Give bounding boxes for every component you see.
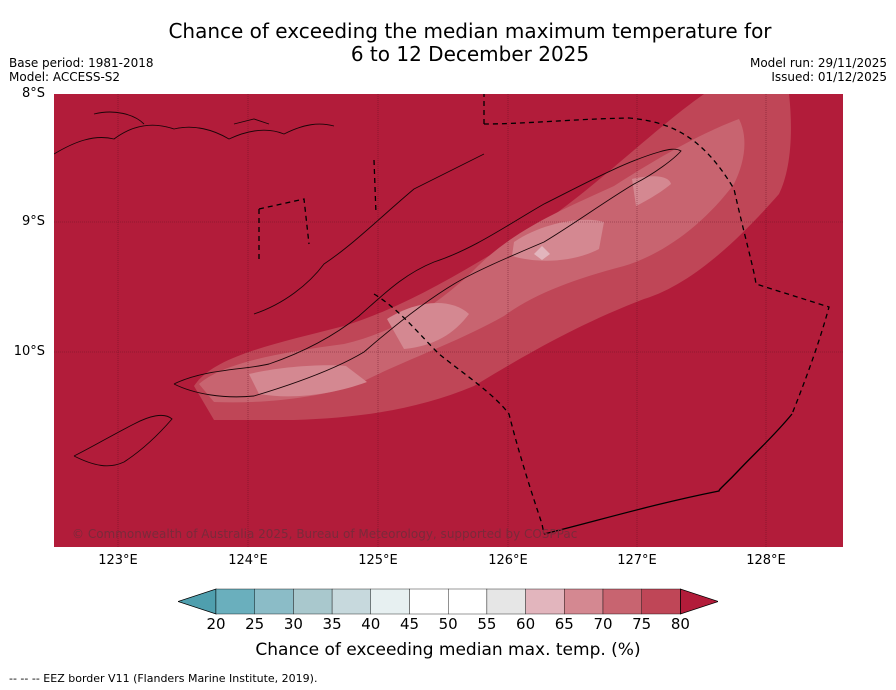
rote-coastline: [73, 414, 173, 467]
base-period: Base period: 1981-2018: [9, 56, 154, 70]
lat-label-10s: 10°S: [13, 344, 45, 359]
map-title: Chance of exceeding the median maximum t…: [0, 20, 896, 66]
colorbar-tick-label: 55: [477, 615, 497, 633]
colorbar-tick-label: 35: [322, 615, 342, 633]
colorbar-extend-low: [178, 588, 217, 615]
band-65-70: [512, 219, 604, 261]
colorbar-cell: [564, 588, 604, 615]
colorbar-extend-high: [679, 588, 718, 615]
issued-date: Issued: 01/12/2025: [771, 70, 887, 84]
colorbar-cell: [370, 588, 410, 615]
colorbar-cell: [409, 588, 449, 615]
colorbar-cell: [448, 588, 488, 615]
colorbar-cell: [215, 588, 255, 615]
band-65-70-d: [632, 176, 671, 206]
colorbar-tick-label: 20: [206, 615, 226, 633]
colorbar-tick-label: 70: [593, 615, 613, 633]
lon-label-126e: 126°E: [488, 553, 528, 568]
grid-lines: [54, 94, 843, 547]
lat-label-8s: 8°S: [21, 86, 45, 101]
forecast-map: [54, 94, 843, 547]
colorbar-cell: [293, 588, 333, 615]
colorbar-tick-label: 40: [361, 615, 381, 633]
colorbar-label: Chance of exceeding median max. temp. (%…: [255, 640, 641, 660]
islands-north-coastline: [54, 111, 335, 155]
copyright-notice: © Commonwealth of Australia 2025, Bureau…: [72, 527, 578, 541]
colorbar-tick-label: 50: [438, 615, 458, 633]
lon-label-127e: 127°E: [617, 553, 657, 568]
model-run: Model run: 29/11/2025: [749, 56, 887, 70]
band-70-75: [199, 119, 745, 403]
lat-label-9s: 9°S: [21, 214, 45, 229]
colorbar-tick-label: 60: [516, 615, 536, 633]
colorbar-tick-label: 30: [283, 615, 303, 633]
colorbar-tick-label: 80: [670, 615, 690, 633]
model-name: Model: ACCESS-S2: [9, 70, 121, 84]
info-right: Model run: 29/11/2025 Issued: 01/12/2025: [750, 56, 887, 84]
colorbar-tick-label: 65: [554, 615, 574, 633]
colorbar-cell: [331, 588, 372, 615]
colorbar-cell: [486, 588, 526, 615]
title-line-1: Chance of exceeding the median maximum t…: [168, 19, 772, 43]
colorbar-tick-label: 75: [632, 615, 652, 633]
eez-border: [258, 94, 830, 535]
info-left: Base period: 1981-2018 Model: ACCESS-S2: [9, 56, 154, 84]
lon-label-123e: 123°E: [98, 553, 138, 568]
eez-footnote: -- -- -- EEZ border V11 (Flanders Marine…: [9, 672, 318, 685]
wetar-coastline: [253, 153, 485, 315]
colorbar-cell: [525, 588, 565, 615]
lon-label-124e: 124°E: [228, 553, 268, 568]
colorbar-cell: [641, 588, 681, 615]
title-line-2: 6 to 12 December 2025: [350, 42, 590, 66]
band-60-65: [534, 246, 550, 260]
lon-label-128e: 128°E: [746, 553, 786, 568]
band-65-70-b: [387, 303, 469, 349]
lon-label-125e: 125°E: [358, 553, 398, 568]
timor-coastline: [173, 148, 682, 398]
colorbar-cell: [602, 588, 642, 615]
colorbar-tick-label: 45: [399, 615, 420, 633]
colorbar: [178, 588, 718, 615]
colorbar-tick-label: 25: [245, 615, 265, 633]
eez-solid-border: [543, 413, 793, 535]
colorbar-cell: [254, 588, 294, 615]
